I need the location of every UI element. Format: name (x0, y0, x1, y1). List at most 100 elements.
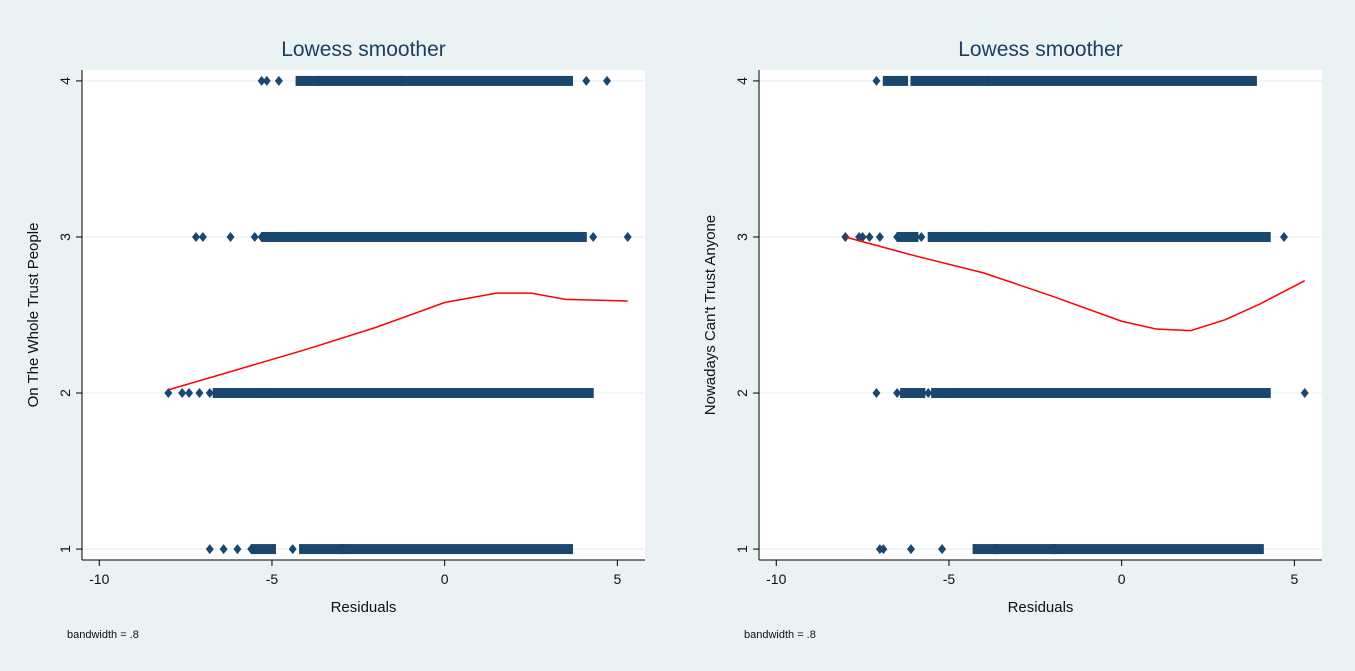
scatter-point (924, 388, 933, 399)
lowess-curve (168, 292, 628, 391)
scatter-point-cluster (931, 388, 953, 399)
scatter-point (205, 544, 214, 555)
scatter-point (1262, 231, 1271, 242)
y-tick-label: 2 (734, 389, 750, 397)
chart-left: -10 -5 0 5 1 2 3 4 Lowess smoother Residuals On… (0, 0, 677, 671)
scatter-point-cluster (340, 544, 574, 555)
scatter-point (906, 544, 915, 555)
lowess-curve (845, 236, 1306, 332)
y-tick-label: 1 (57, 545, 73, 553)
y-tick-label: 3 (734, 233, 750, 241)
scatter-point (993, 544, 1002, 555)
y-tick-label: 3 (57, 233, 73, 241)
scatter-point (972, 544, 981, 555)
scatter-point-cluster (910, 75, 991, 86)
scatter-point (219, 544, 228, 555)
scatter-point-cluster (882, 75, 909, 86)
scatter-point-cluster (399, 75, 574, 86)
y-tick-label: 2 (57, 389, 73, 397)
scatter-point (205, 388, 214, 399)
plot-area-background (759, 70, 1322, 560)
scatter-point (872, 75, 881, 86)
scatter-point (900, 75, 909, 86)
scatter-point-cluster (261, 388, 594, 399)
scatter-point (1052, 544, 1061, 555)
axes: -10 -5 0 5 1 2 3 4 (57, 70, 645, 587)
scatter-point (582, 75, 591, 86)
scatter-point (1248, 75, 1257, 86)
scatter-point-cluster (250, 544, 276, 555)
scatter-point-cluster (986, 231, 1271, 242)
scatter-point (910, 231, 919, 242)
scatter-point (262, 75, 271, 86)
scatter-point (879, 544, 888, 555)
scatter-point-cluster (1052, 544, 1264, 555)
scatter-point (257, 75, 266, 86)
scatter-point (585, 388, 594, 399)
scatter-point (226, 231, 235, 242)
bandwidth-note: bandwidth = .8 (744, 629, 816, 641)
scatter-point (340, 544, 349, 555)
x-tick-label: 5 (1290, 571, 1298, 587)
scatter-point (917, 388, 926, 399)
scatter-point (191, 231, 200, 242)
scatter-point (1255, 544, 1264, 555)
x-axis-label: Residuals (331, 599, 397, 616)
scatter-point (164, 388, 173, 399)
chart-right: -10 -5 0 5 1 2 3 4 Lowess smoother Residuals No… (677, 0, 1355, 671)
scatter-point (261, 388, 270, 399)
scatter-point (623, 231, 632, 242)
scatter-point (565, 544, 574, 555)
y-tick-label: 4 (57, 77, 73, 85)
scatter-point (865, 231, 874, 242)
scatter-point (1300, 388, 1309, 399)
scatter-point (938, 544, 947, 555)
scatter-points (164, 75, 632, 555)
scatter-point-cluster (295, 75, 321, 86)
scatter-point (858, 231, 867, 242)
scatter-point (198, 231, 207, 242)
scatter-point-cluster (261, 231, 283, 242)
x-tick-label: 0 (441, 571, 449, 587)
bandwidth-note: bandwidth = .8 (67, 629, 139, 641)
scatter-point (1262, 388, 1271, 399)
scatter-point (1280, 231, 1289, 242)
scatter-point (399, 75, 408, 86)
scatter-point (986, 75, 995, 86)
chart-title: Lowess smoother (281, 38, 446, 61)
x-tick-label: 0 (1118, 571, 1126, 587)
plot-area-background (82, 70, 645, 560)
scatter-point (261, 231, 270, 242)
x-tick-label: -10 (89, 571, 109, 587)
scatter-point (882, 75, 891, 86)
chart-title: Lowess smoother (958, 38, 1123, 61)
scatter-point (250, 231, 259, 242)
scatter-point-cluster (972, 544, 998, 555)
y-axis-label: Nowadays Can't Trust Anyone (702, 215, 719, 415)
scatter-point (910, 75, 919, 86)
scatter-point (295, 75, 304, 86)
scatter-point (986, 231, 995, 242)
scatter-point (931, 388, 940, 399)
axes: -10 -5 0 5 1 2 3 4 (734, 70, 1322, 587)
scatter-point (233, 544, 242, 555)
scatter-point-cluster (288, 231, 587, 242)
scatter-point (875, 231, 884, 242)
scatter-point-cluster (927, 231, 991, 242)
scatter-point (948, 388, 957, 399)
scatter-point (195, 388, 204, 399)
y-axis-label: On The Whole Trust People (25, 223, 42, 408)
scatter-point (316, 75, 325, 86)
x-tick-label: 5 (613, 571, 621, 587)
scatter-point (589, 231, 598, 242)
scatter-point (212, 388, 221, 399)
scatter-point-cluster (993, 544, 1057, 555)
scatter-point (288, 231, 297, 242)
scatter-point (281, 231, 290, 242)
scatter-point (896, 231, 905, 242)
scatter-point (917, 231, 926, 242)
scatter-point (872, 388, 881, 399)
scatter-point (185, 388, 194, 399)
scatter-point-cluster (212, 388, 266, 399)
